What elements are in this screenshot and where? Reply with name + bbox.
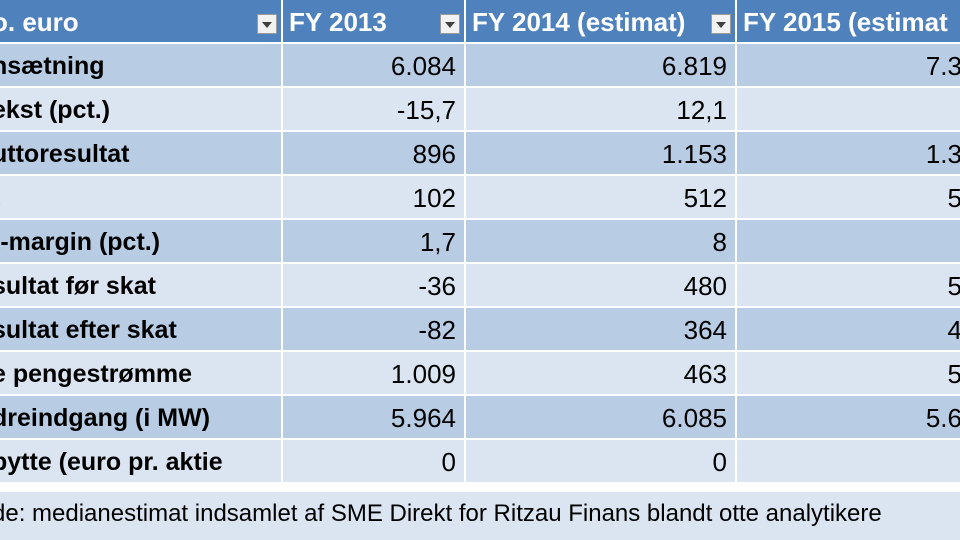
cell-fy2013[interactable]: -82 <box>283 308 466 352</box>
cell-fy2015[interactable]: 5 <box>737 352 960 396</box>
cell-fy2013[interactable]: -15,7 <box>283 88 466 132</box>
cell-fy2013[interactable]: 5.964 <box>283 396 466 440</box>
table-row: bytte (euro pr. aktie 0 0 <box>0 440 960 484</box>
cell-fy2015[interactable]: 4 <box>737 308 960 352</box>
cell-fy2014[interactable]: 12,1 <box>466 88 737 132</box>
table-row: dreindgang (i MW) 5.964 6.085 5.6 <box>0 396 960 440</box>
header-label: FY 2015 (estimat <box>743 7 948 37</box>
row-label[interactable]: sultat efter skat <box>0 308 283 352</box>
row-label[interactable]: sultat før skat <box>0 264 283 308</box>
cell-fy2013[interactable]: 6.084 <box>283 44 466 88</box>
row-label[interactable]: e pengestrømme <box>0 352 283 396</box>
cell-fy2015[interactable] <box>737 440 960 484</box>
cell-fy2015[interactable]: 7.3 <box>737 44 960 88</box>
cell-fy2014[interactable]: 0 <box>466 440 737 484</box>
table-row: sultat efter skat -82 364 4 <box>0 308 960 352</box>
cell-fy2014[interactable]: 1.153 <box>466 132 737 176</box>
cell-fy2014[interactable]: 6.819 <box>466 44 737 88</box>
row-label[interactable]: ekst (pct.) <box>0 88 283 132</box>
row-label[interactable]: t <box>0 176 283 220</box>
header-label: o. euro <box>0 7 79 37</box>
table-row: t-margin (pct.) 1,7 8 <box>0 220 960 264</box>
cell-fy2015[interactable]: 1.3 <box>737 132 960 176</box>
header-label: FY 2014 (estimat) <box>472 7 686 37</box>
cell-fy2013[interactable]: -36 <box>283 264 466 308</box>
header-cell-fy2015[interactable]: FY 2015 (estimat <box>737 0 960 44</box>
row-label[interactable]: dreindgang (i MW) <box>0 396 283 440</box>
filter-dropdown-icon[interactable] <box>440 14 460 34</box>
cell-fy2015[interactable]: 5 <box>737 264 960 308</box>
cell-fy2013[interactable]: 1,7 <box>283 220 466 264</box>
cell-fy2014[interactable]: 6.085 <box>466 396 737 440</box>
cell-fy2013[interactable]: 102 <box>283 176 466 220</box>
table-row: uttoresultat 896 1.153 1.3 <box>0 132 960 176</box>
header-cell-fy2014[interactable]: FY 2014 (estimat) <box>466 0 737 44</box>
source-note: de: medianestimat indsamlet af SME Direk… <box>0 492 960 540</box>
table-row: sultat før skat -36 480 5 <box>0 264 960 308</box>
cell-fy2015[interactable] <box>737 220 960 264</box>
table-row: nsætning 6.084 6.819 7.3 <box>0 44 960 88</box>
cell-fy2013[interactable]: 896 <box>283 132 466 176</box>
table-row: e pengestrømme 1.009 463 5 <box>0 352 960 396</box>
row-label[interactable]: nsætning <box>0 44 283 88</box>
header-cell-fy2013[interactable]: FY 2013 <box>283 0 466 44</box>
header-cell-metric[interactable]: o. euro <box>0 0 283 44</box>
cell-fy2014[interactable]: 364 <box>466 308 737 352</box>
row-label[interactable]: bytte (euro pr. aktie <box>0 440 283 484</box>
table-row: t 102 512 5 <box>0 176 960 220</box>
cell-fy2013[interactable]: 0 <box>283 440 466 484</box>
row-label[interactable]: uttoresultat <box>0 132 283 176</box>
cell-fy2015[interactable]: 5.6 <box>737 396 960 440</box>
header-label: FY 2013 <box>289 7 387 37</box>
table-row: ekst (pct.) -15,7 12,1 <box>0 88 960 132</box>
cell-fy2015[interactable]: 5 <box>737 176 960 220</box>
filter-dropdown-icon[interactable] <box>257 14 277 34</box>
cell-fy2014[interactable]: 512 <box>466 176 737 220</box>
cell-fy2014[interactable]: 463 <box>466 352 737 396</box>
filter-dropdown-icon[interactable] <box>711 14 731 34</box>
cell-fy2013[interactable]: 1.009 <box>283 352 466 396</box>
cell-fy2014[interactable]: 8 <box>466 220 737 264</box>
cell-fy2014[interactable]: 480 <box>466 264 737 308</box>
header-row: o. euro FY 2013 FY 2014 (estimat) FY 201… <box>0 0 960 44</box>
cell-fy2015[interactable] <box>737 88 960 132</box>
row-label[interactable]: t-margin (pct.) <box>0 220 283 264</box>
